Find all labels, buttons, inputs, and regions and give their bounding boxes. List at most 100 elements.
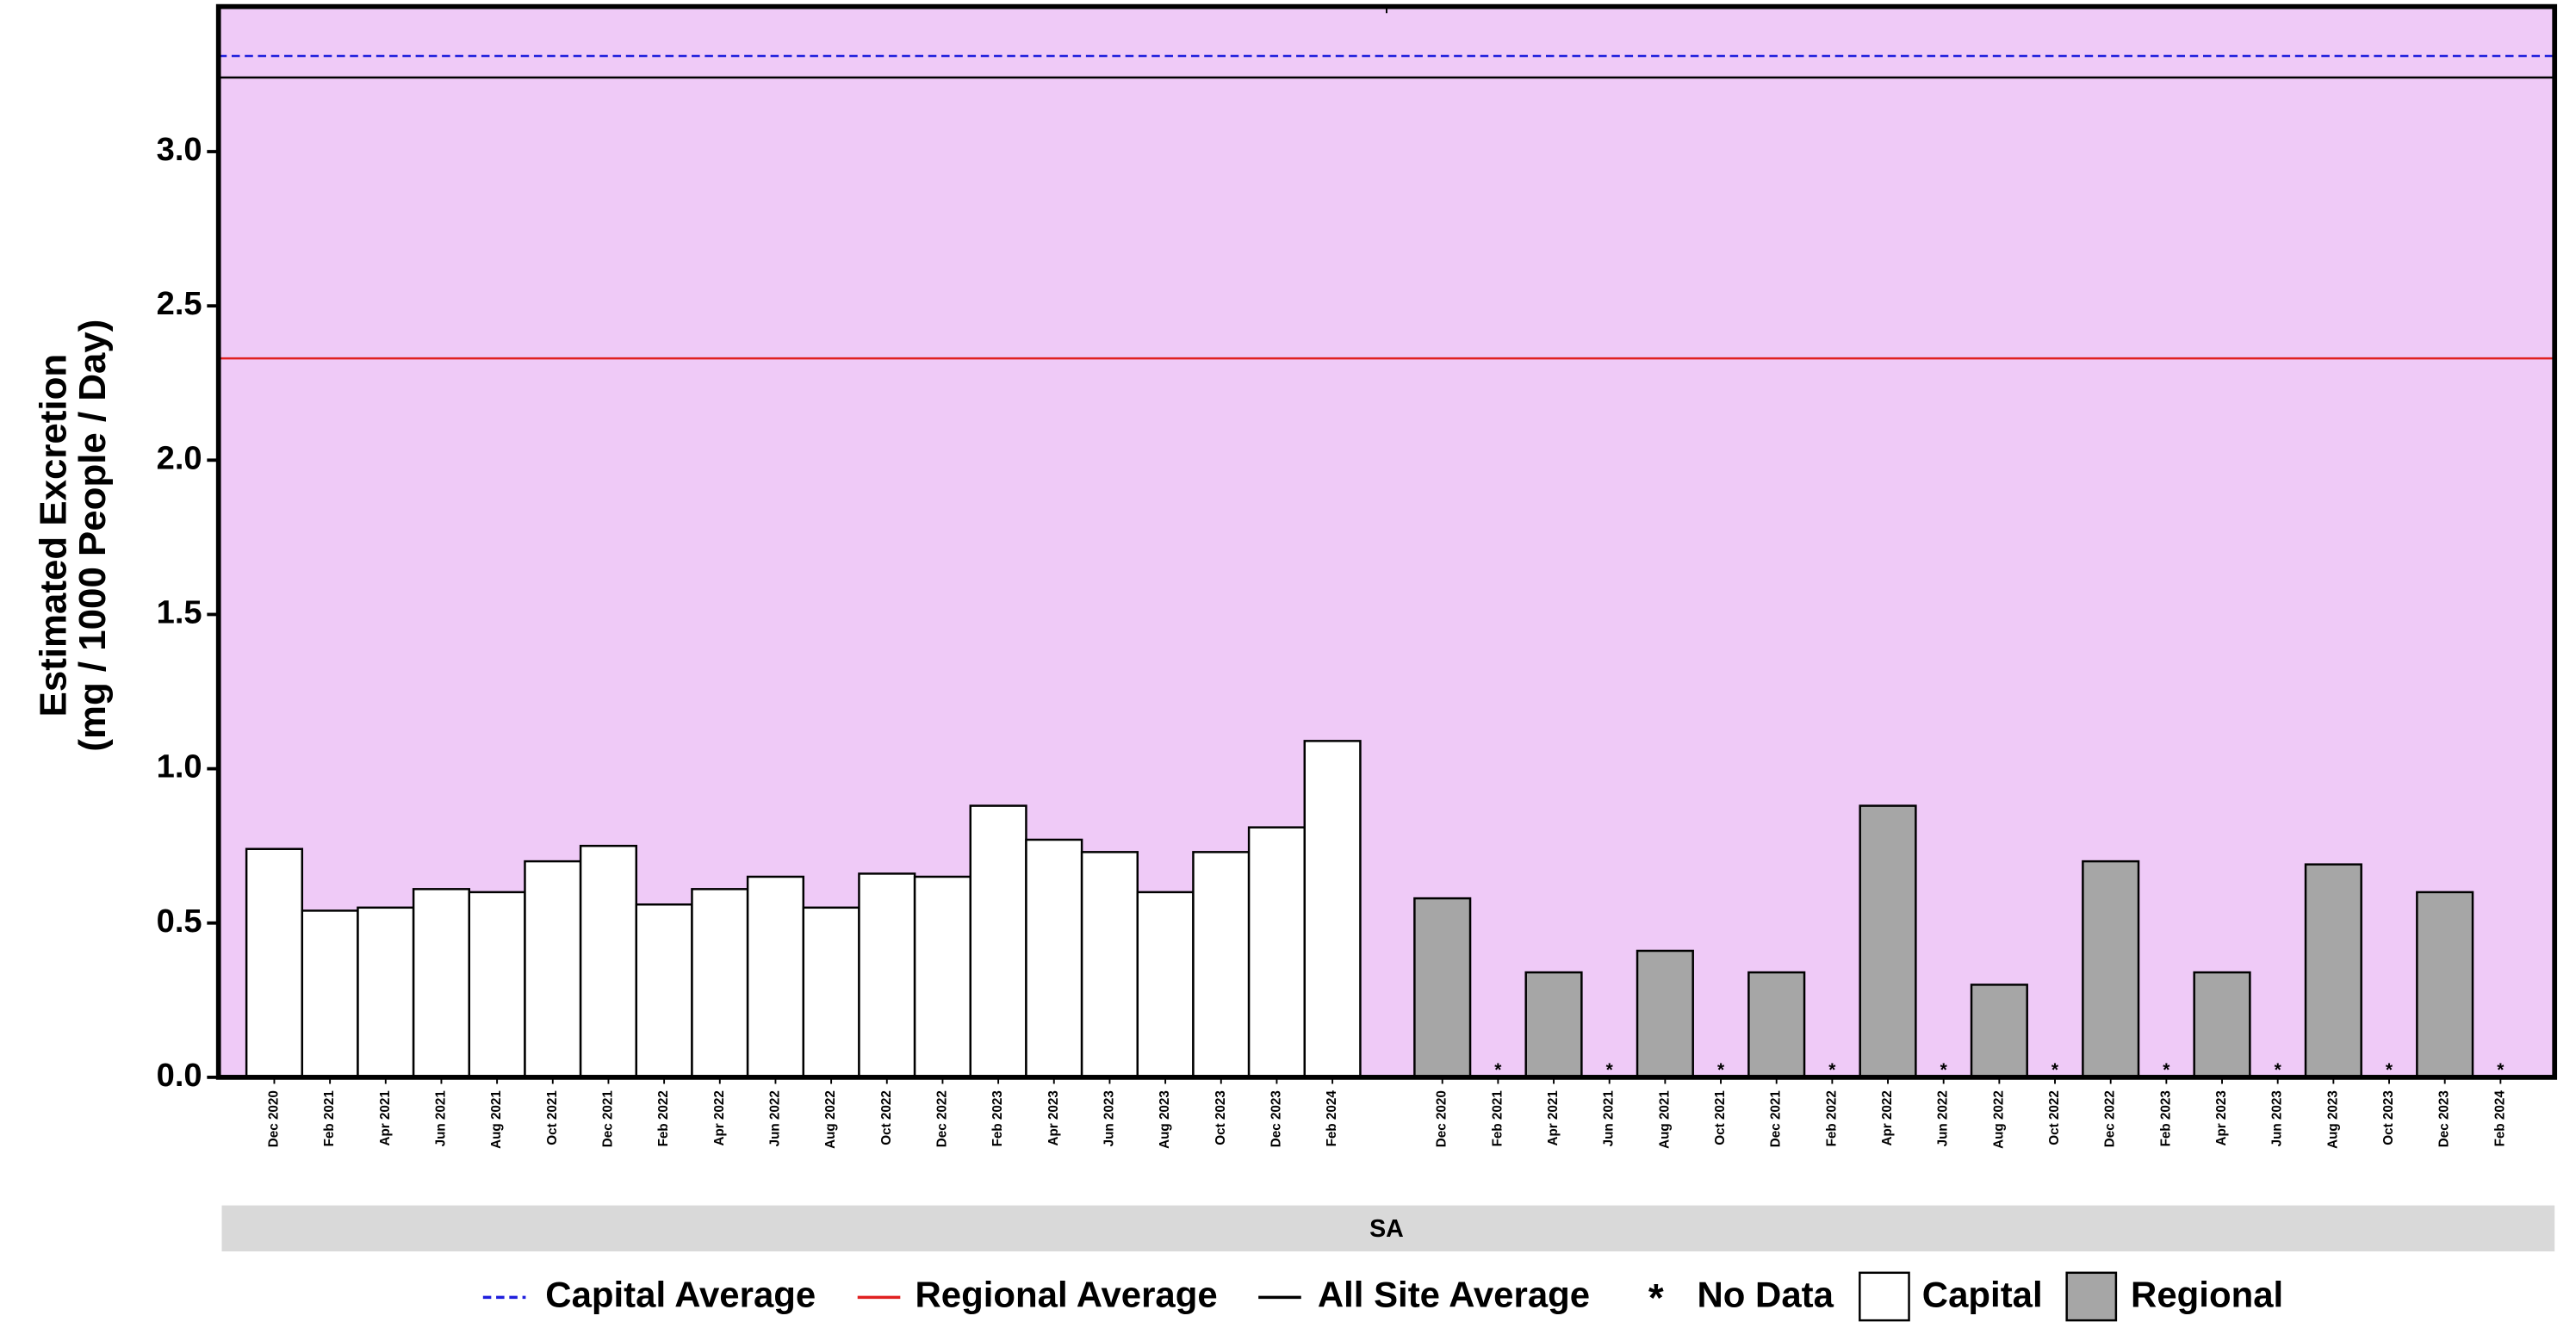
bar — [468, 891, 526, 1079]
bar — [802, 906, 860, 1079]
x-tick-label: Dec 2021 — [600, 1090, 615, 1148]
bar — [2416, 891, 2474, 1079]
x-tick-label: Dec 2023 — [2437, 1090, 2452, 1147]
x-tick-label: Dec 2022 — [934, 1090, 949, 1147]
bar — [1413, 897, 1472, 1079]
x-tick-label: Oct 2022 — [879, 1090, 894, 1145]
x-tick-label: Feb 2022 — [656, 1090, 671, 1146]
x-tick-label: Aug 2022 — [823, 1090, 838, 1149]
bar — [1247, 826, 1307, 1079]
x-tick-label: Apr 2021 — [378, 1090, 393, 1146]
x-tick-label: Apr 2021 — [1546, 1090, 1561, 1146]
bar — [245, 847, 304, 1079]
y-tick-label: 2.5 — [157, 285, 202, 322]
x-tick-label: Dec 2023 — [1269, 1090, 1283, 1147]
y-tick-label: 1.0 — [157, 748, 202, 785]
x-tick-label: Jun 2021 — [1602, 1090, 1617, 1147]
bar — [301, 909, 359, 1079]
bar — [2193, 971, 2251, 1079]
legend-swatch — [2065, 1271, 2118, 1322]
x-tick-label: Aug 2023 — [1158, 1090, 1172, 1149]
x-tick-label: Apr 2023 — [1046, 1090, 1061, 1145]
legend-label: Capital — [1922, 1274, 2043, 1314]
x-tick-label: Apr 2023 — [2214, 1090, 2229, 1145]
x-tick-label: Oct 2022 — [2047, 1090, 2062, 1145]
x-tick-label: Oct 2023 — [1214, 1090, 1228, 1145]
bar — [1080, 851, 1139, 1079]
x-tick-label: Dec 2022 — [2103, 1090, 2118, 1147]
x-tick-label: Feb 2023 — [990, 1090, 1005, 1146]
x-tick-label: Dec 2020 — [1435, 1090, 1449, 1147]
x-tick-label: Feb 2023 — [2158, 1090, 2173, 1146]
no-data-marker: * — [2051, 1060, 2059, 1080]
x-tick-label: Jun 2021 — [433, 1090, 448, 1147]
legend-marker: * — [1648, 1275, 1664, 1319]
x-tick-label: Dec 2021 — [1769, 1090, 1784, 1148]
bar — [2304, 863, 2362, 1079]
y-tick-label: 2.0 — [157, 439, 202, 476]
bar — [579, 844, 638, 1079]
x-tick-label: Feb 2024 — [2492, 1090, 2507, 1147]
bar — [1136, 891, 1195, 1079]
legend-label: Regional — [2131, 1274, 2283, 1314]
x-tick-label: Aug 2021 — [489, 1090, 504, 1149]
x-tick-label: Aug 2021 — [1657, 1090, 1672, 1149]
legend-label: No Data — [1697, 1274, 1834, 1314]
bar — [1192, 851, 1251, 1079]
x-tick-label: Feb 2022 — [1824, 1090, 1839, 1146]
x-tick-label: Feb 2024 — [1325, 1090, 1339, 1147]
x-tick-label: Aug 2023 — [2325, 1090, 2340, 1149]
no-data-marker: * — [2275, 1060, 2282, 1080]
y-axis-label: (mg / 1000 People / Day) — [71, 320, 114, 752]
bar — [635, 903, 693, 1079]
x-tick-label: Apr 2022 — [1880, 1090, 1895, 1145]
x-tick-label: Apr 2022 — [712, 1090, 727, 1145]
no-data-marker: * — [2163, 1060, 2170, 1080]
x-tick-label: Feb 2021 — [322, 1090, 337, 1147]
bar — [2082, 860, 2140, 1079]
legend-label: All Site Average — [1318, 1274, 1590, 1314]
bar — [969, 804, 1027, 1079]
no-data-marker: * — [1494, 1060, 1502, 1080]
bar — [524, 860, 582, 1079]
bar — [746, 875, 805, 1079]
bar — [1524, 971, 1583, 1079]
x-tick-label: Aug 2022 — [1991, 1090, 2006, 1149]
x-tick-label: Feb 2021 — [1490, 1090, 1505, 1147]
legend-label: Capital Average — [545, 1274, 816, 1314]
legend-label: Regional Average — [915, 1274, 1217, 1314]
no-data-marker: * — [2497, 1060, 2505, 1080]
bar — [1303, 740, 1362, 1079]
bar — [412, 888, 471, 1079]
x-tick-label: Oct 2021 — [545, 1090, 560, 1145]
no-data-marker: * — [1940, 1060, 1948, 1080]
facet-strip — [221, 1205, 2555, 1252]
x-tick-label: Oct 2021 — [1713, 1090, 1728, 1145]
no-data-marker: * — [2386, 1060, 2393, 1080]
x-tick-label: Oct 2023 — [2381, 1090, 2396, 1145]
bar — [1859, 804, 1917, 1079]
x-tick-label: Jun 2022 — [767, 1090, 782, 1146]
y-tick-label: 1.5 — [157, 594, 202, 631]
bar — [691, 888, 749, 1079]
bar — [858, 872, 916, 1079]
bar — [1025, 838, 1083, 1079]
facet-label: SA — [1369, 1215, 1404, 1243]
no-data-marker: * — [1828, 1060, 1836, 1080]
x-tick-label: Dec 2020 — [266, 1090, 281, 1147]
y-tick-label: 0.5 — [157, 903, 202, 940]
bar — [1636, 949, 1694, 1079]
y-tick-label: 0.0 — [157, 1057, 202, 1094]
bar — [1970, 984, 2028, 1079]
y-axis-label: Estimated Excretion — [32, 354, 74, 717]
x-tick-label: Jun 2023 — [1102, 1090, 1116, 1146]
bar — [357, 906, 415, 1079]
x-tick-label: Jun 2022 — [1936, 1090, 1951, 1146]
no-data-marker: * — [1717, 1060, 1725, 1080]
y-tick-label: 3.0 — [157, 131, 202, 168]
bar — [1747, 971, 1806, 1079]
bar — [913, 875, 972, 1079]
no-data-marker: * — [1606, 1060, 1614, 1080]
x-tick-label: Jun 2023 — [2270, 1090, 2285, 1146]
